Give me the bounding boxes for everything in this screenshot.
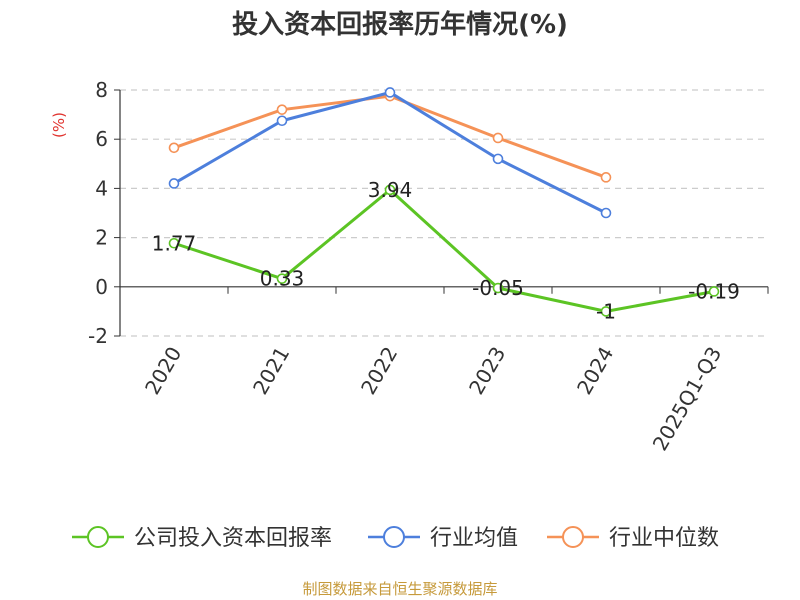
data-label: -0.05 xyxy=(472,276,524,300)
data-point xyxy=(168,178,180,189)
data-point xyxy=(168,237,180,249)
legend-label: 行业中位数 xyxy=(609,526,719,551)
y-tick-label: 8 xyxy=(95,78,108,102)
legend-label: 公司投入资本回报率 xyxy=(134,526,332,551)
x-tick-label: 2025Q1-Q3 xyxy=(648,343,727,455)
series-lines xyxy=(168,87,720,317)
data-point xyxy=(492,153,504,165)
data-label: 0.33 xyxy=(260,267,305,291)
x-tick-label: 2023 xyxy=(464,343,510,399)
y-tick-label: -2 xyxy=(88,324,108,348)
chart-title: 投入资本回报率历年情况(%) xyxy=(232,9,568,40)
legend-swatch-marker xyxy=(383,526,405,548)
data-point xyxy=(600,172,612,183)
data-point xyxy=(168,142,180,154)
y-tick-label: 2 xyxy=(95,226,108,250)
data-point xyxy=(492,282,504,294)
data-point xyxy=(384,87,396,98)
x-tick-label: 2024 xyxy=(572,343,618,399)
y-tick-labels: -2 0 2 4 6 8 xyxy=(88,78,108,348)
source-note: 制图数据来自恒生聚源数据库 xyxy=(302,580,497,598)
data-point xyxy=(276,273,288,284)
legend: 公司投入资本回报率 行业均值 行业中位数 xyxy=(72,526,719,551)
data-label: 3.94 xyxy=(368,178,413,202)
legend-label: 行业均值 xyxy=(430,526,518,551)
y-axis-label: (%) xyxy=(50,112,68,138)
legend-swatch-marker xyxy=(87,526,109,548)
data-point xyxy=(276,115,288,127)
data-label: -1 xyxy=(596,299,616,323)
axes xyxy=(114,89,769,337)
data-point xyxy=(384,184,396,196)
y-tick-label: 4 xyxy=(95,176,108,200)
data-point xyxy=(708,286,720,297)
data-point xyxy=(600,306,612,317)
data-point xyxy=(600,207,612,219)
y-tick-label: 6 xyxy=(95,127,108,151)
data-point xyxy=(276,104,288,115)
data-labels: 1.77 0.33 3.94 -0.05 -1 -0.19 xyxy=(152,178,740,324)
data-point xyxy=(492,132,504,144)
series-line xyxy=(173,94,607,179)
x-tick-label: 2022 xyxy=(356,343,402,399)
series-line xyxy=(173,188,715,313)
data-label: -0.19 xyxy=(688,279,740,303)
x-tick-label: 2021 xyxy=(248,343,294,399)
y-tick-label: 0 xyxy=(95,275,108,299)
legend-swatch-marker xyxy=(562,526,584,548)
x-tick-labels: 2020 2021 2022 2023 2024 2025Q1-Q3 xyxy=(140,343,726,455)
data-label: 1.77 xyxy=(152,231,197,255)
x-tick-label: 2020 xyxy=(140,343,186,399)
